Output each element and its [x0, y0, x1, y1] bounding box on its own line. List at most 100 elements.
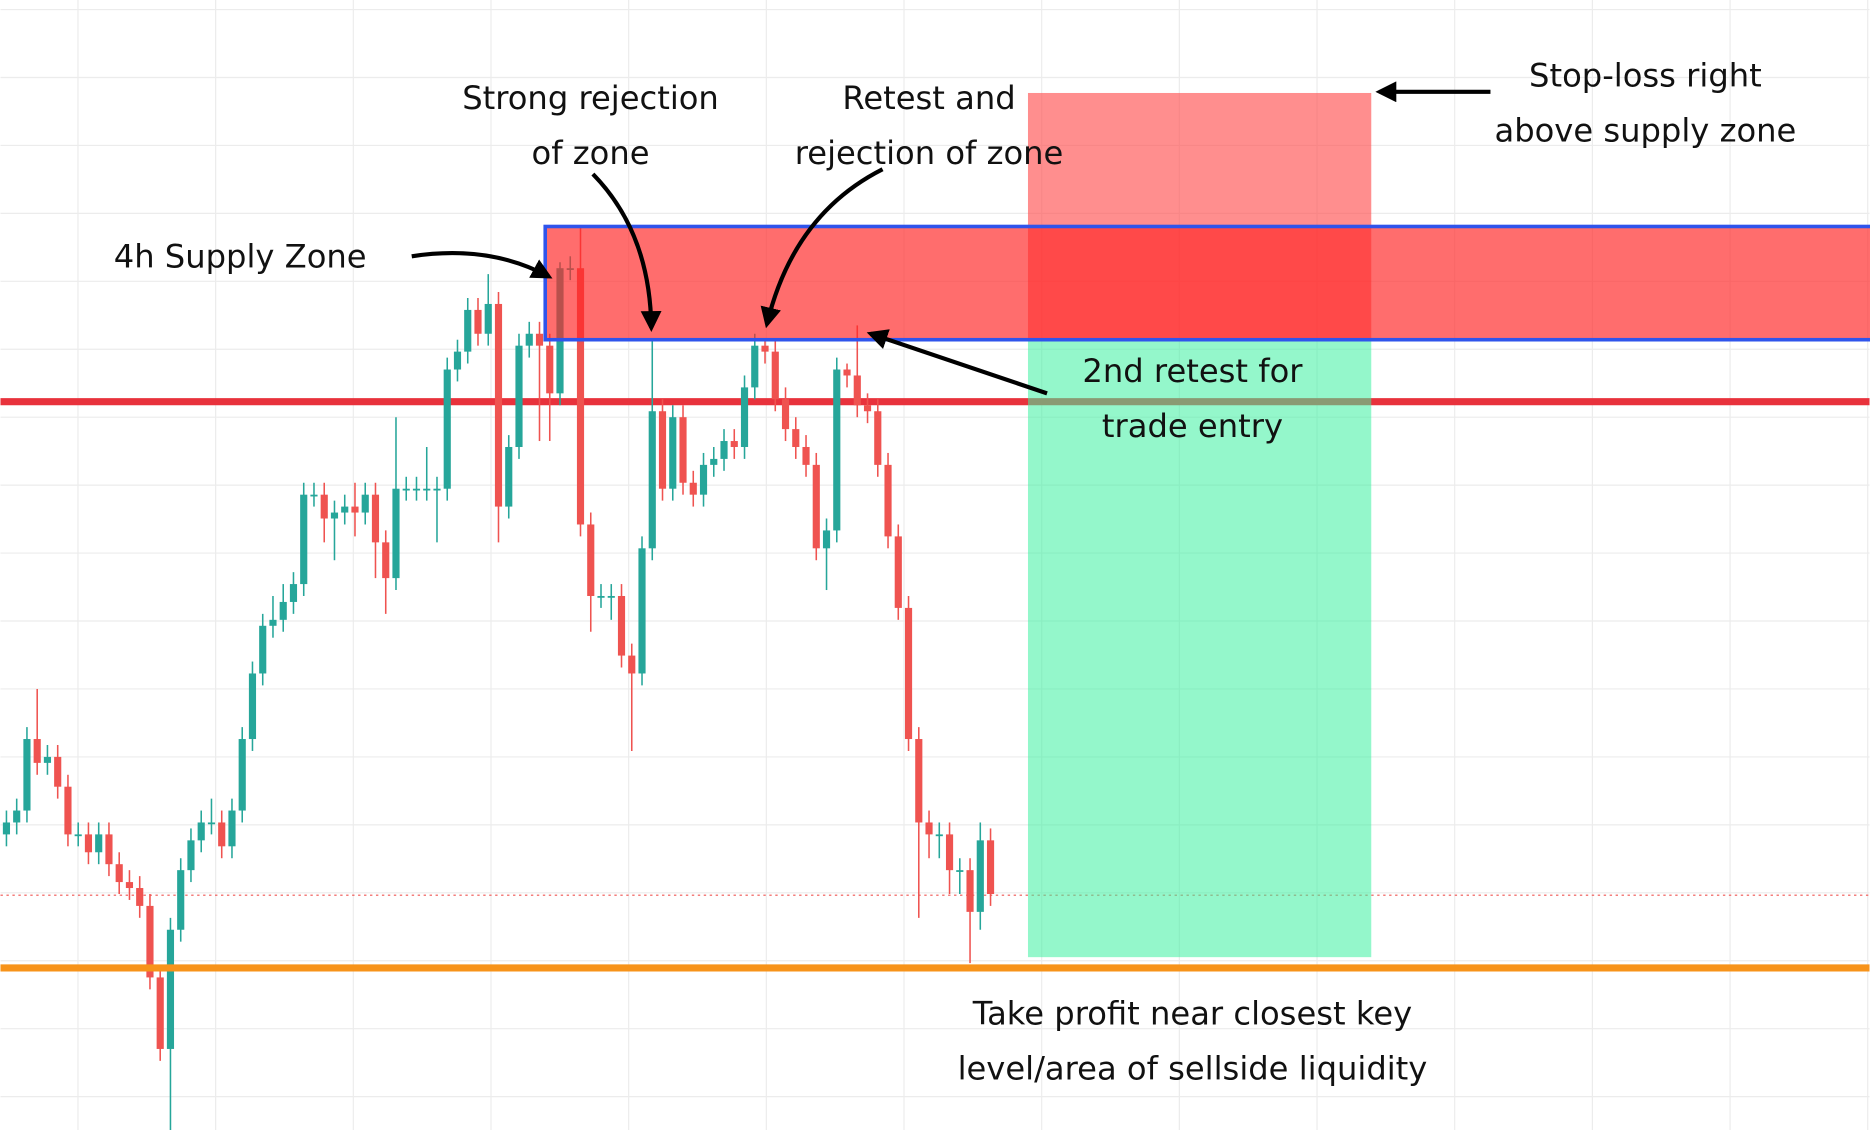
candle-body	[792, 429, 800, 447]
candle-body	[105, 834, 113, 865]
annotation-text: of zone	[532, 134, 650, 172]
candle-body	[218, 822, 226, 847]
arrows	[411, 81, 1491, 396]
annotations: Strong rejection of zone Retest and rejecti…	[114, 56, 1797, 1087]
candle-body	[269, 619, 277, 626]
candle-body	[13, 810, 21, 823]
candle-body	[136, 888, 144, 906]
candle-body	[84, 834, 93, 853]
candle-body	[802, 446, 810, 465]
candle-body	[371, 494, 380, 543]
candle-body	[771, 351, 779, 400]
supply-zone	[543, 224, 1870, 342]
candle-body	[351, 506, 359, 513]
candle-body	[392, 488, 400, 579]
candle-body	[207, 822, 216, 825]
candle-body	[863, 405, 872, 412]
arrow	[760, 167, 884, 329]
candle-body	[433, 488, 441, 491]
candle-body	[361, 494, 369, 513]
candle-body	[464, 309, 472, 352]
candle-body	[474, 309, 482, 334]
candle-body	[822, 530, 831, 549]
candle-body	[197, 822, 205, 841]
candle-body	[966, 870, 974, 912]
candle-body	[658, 411, 667, 489]
candle-body	[279, 601, 287, 620]
candle-body	[115, 864, 123, 883]
annotation-text: above supply zone	[1495, 111, 1797, 149]
candle-body	[95, 834, 103, 853]
annotation-text: trade entry	[1102, 407, 1283, 445]
candle-body	[689, 482, 697, 495]
annotation-text: rejection of zone	[795, 134, 1064, 172]
candle-body	[669, 417, 677, 489]
candle-body	[751, 345, 759, 388]
candle-body	[259, 625, 267, 674]
candle-body	[925, 822, 933, 835]
take-profit-box	[1027, 339, 1372, 958]
candle-body	[679, 417, 687, 483]
annotation-text: Strong rejection	[462, 79, 719, 117]
candle-body	[894, 536, 902, 608]
candle-body	[453, 351, 462, 370]
candle-body	[74, 834, 82, 837]
candle-body	[341, 506, 349, 513]
candle-body	[64, 786, 72, 835]
candle-body	[43, 756, 52, 763]
arrow	[591, 172, 662, 332]
candle-body	[761, 345, 769, 352]
candle-body	[2, 822, 11, 835]
plot	[0, 92, 1870, 1130]
candle-body	[156, 977, 164, 1049]
candle-body	[986, 840, 995, 894]
candle-body	[740, 387, 749, 447]
candle-body	[289, 584, 298, 602]
candle-body	[648, 411, 656, 549]
annotation-text: Stop-loss right	[1529, 56, 1762, 94]
candle-body	[443, 369, 451, 489]
candle-body	[812, 464, 820, 549]
candle-body	[587, 524, 595, 596]
candle-body	[904, 607, 913, 740]
candle-body	[699, 464, 708, 495]
candle-body	[628, 655, 636, 674]
candle-body	[320, 494, 328, 519]
candle-body	[884, 464, 892, 537]
candle-body	[310, 494, 318, 497]
candle-body	[525, 333, 533, 346]
arrow	[411, 250, 553, 279]
arrow	[866, 329, 1048, 396]
candle-body	[505, 446, 513, 507]
annotation-text: Retest and	[842, 79, 1015, 117]
candle-body	[177, 870, 185, 930]
candle-body	[125, 882, 134, 889]
candle-body	[146, 905, 154, 978]
annotation-text: 2nd retest for	[1082, 352, 1303, 390]
candle-body	[956, 870, 964, 872]
candle-body	[976, 840, 984, 912]
candle-body	[730, 441, 738, 447]
candle-body	[597, 595, 605, 598]
candle-body	[781, 399, 790, 430]
candle-body	[535, 333, 544, 346]
candle-body	[423, 488, 431, 491]
candle-body	[166, 929, 175, 1049]
candle-body	[617, 595, 626, 656]
candle-body	[494, 303, 503, 507]
annotation-text: 4h Supply Zone	[114, 238, 367, 276]
candle-body	[833, 369, 841, 531]
candle-body	[638, 548, 646, 674]
candle-body	[710, 458, 718, 465]
candle-body	[382, 542, 390, 579]
candle-body	[300, 494, 308, 585]
candle-body	[228, 810, 236, 847]
annotation-text: level/area of sellside liquidity	[958, 1049, 1428, 1087]
candle-body	[915, 739, 923, 823]
candle-body	[23, 739, 31, 811]
candle-body	[853, 375, 861, 406]
annotation-text: Take profit near closest key	[972, 995, 1412, 1033]
candle-body	[54, 756, 62, 787]
